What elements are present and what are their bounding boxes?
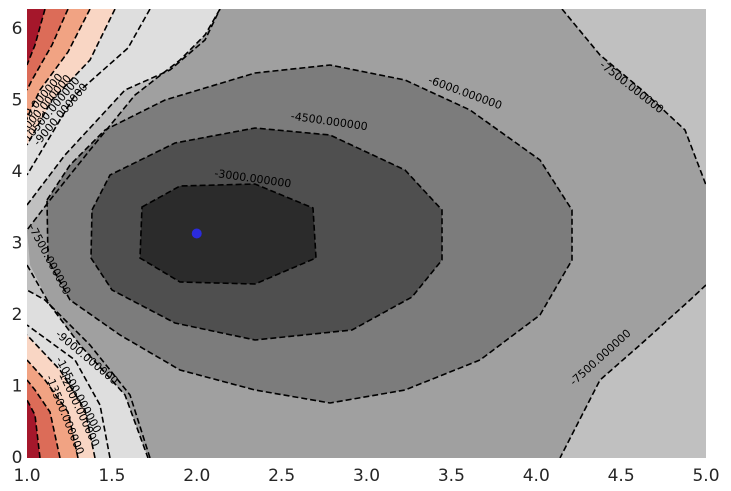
x-tick-label: 2.0	[183, 466, 210, 486]
contour-lines	[27, 9, 706, 458]
contour-line-15	[27, 334, 96, 458]
contour-line-10	[27, 289, 151, 458]
x-tick-label: 3.5	[438, 466, 465, 486]
y-axis: 0 1 2 3 4 5 6	[12, 19, 23, 468]
y-tick-label: 0	[12, 448, 23, 468]
contour-line-9	[27, 324, 111, 458]
x-axis: 1.0 1.5 2.0 2.5 3.0 3.5 4.0 4.5 5.0	[13, 466, 719, 486]
contour-line-13	[27, 9, 69, 91]
contour-line-1	[90, 127, 443, 341]
markers	[191, 228, 202, 239]
band-red-4-lower	[27, 400, 40, 458]
contour-line-2	[46, 64, 573, 404]
y-tick-label: 4	[12, 162, 23, 182]
minimum-marker	[191, 228, 202, 239]
contour-line-14	[27, 9, 46, 66]
contour-line-4	[27, 264, 149, 458]
contour-line-17	[27, 379, 61, 458]
contour-line-12	[27, 9, 91, 119]
x-tick-label: 4.0	[523, 466, 550, 486]
contour-line-18	[27, 399, 41, 458]
y-tick-label: 2	[12, 305, 23, 325]
contour-line-11	[27, 9, 116, 146]
contour-line-0	[139, 183, 317, 285]
contour-line-8	[27, 9, 221, 206]
y-tick-label: 3	[12, 234, 23, 254]
contour-line-16	[27, 359, 79, 458]
x-tick-label: 4.5	[608, 466, 635, 486]
plot-area: -3000.000000-4500.000000-6000.000000 -750…	[27, 9, 706, 458]
x-tick-label: 3.0	[353, 466, 380, 486]
contour-fills	[27, 9, 706, 458]
y-tick-label: 5	[12, 91, 23, 111]
y-tick-label: 1	[12, 377, 23, 397]
contour-line-3	[27, 9, 221, 231]
x-tick-label: 5.0	[692, 466, 719, 486]
band-3000	[140, 184, 316, 284]
x-tick-label: 2.5	[268, 466, 295, 486]
x-tick-label: 1.5	[98, 466, 125, 486]
contour-line-7	[27, 9, 151, 176]
contour-line-5	[561, 9, 706, 186]
x-tick-label: 1.0	[13, 466, 40, 486]
contour-line-6	[559, 284, 706, 458]
y-tick-label: 6	[12, 19, 23, 39]
